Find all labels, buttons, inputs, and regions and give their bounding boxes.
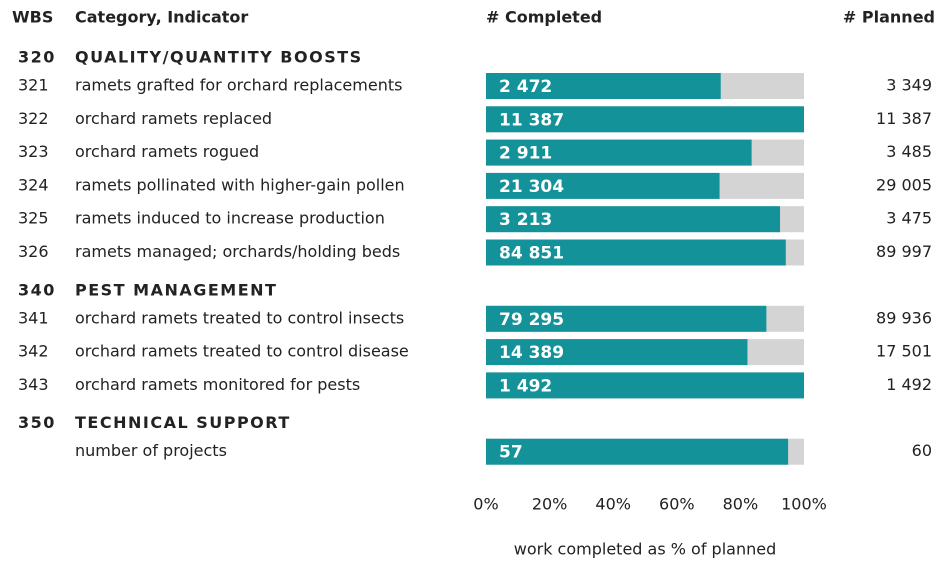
- group-wbs: 340: [18, 280, 56, 299]
- group-name: PEST MANAGEMENT: [75, 280, 277, 299]
- group-wbs: 320: [18, 48, 56, 67]
- completed-bar: [486, 372, 804, 399]
- completed-bar: [486, 73, 721, 99]
- row-wbs: 323: [18, 142, 49, 161]
- header-wbs: WBS: [12, 8, 53, 27]
- planned-label: 60: [912, 441, 932, 460]
- completed-label: 11 387: [499, 110, 564, 130]
- completed-bar: [486, 438, 789, 465]
- row-label: ramets induced to increase production: [75, 209, 385, 228]
- planned-label: 89 936: [876, 308, 932, 327]
- completed-label: 79 295: [499, 310, 564, 330]
- completed-bar: [486, 172, 720, 199]
- x-tick-label: 20%: [532, 495, 568, 514]
- completed-bar: [486, 305, 767, 332]
- row-label: ramets pollinated with higher-gain polle…: [75, 175, 405, 194]
- header-completed: # Completed: [486, 8, 602, 27]
- row-label: orchard ramets rogued: [75, 142, 259, 161]
- planned-label: 3 349: [886, 76, 932, 95]
- row-wbs: 343: [18, 375, 49, 394]
- planned-label: 3 485: [886, 142, 932, 161]
- row-label: ramets managed; orchards/holding beds: [75, 242, 400, 261]
- completed-bar: [486, 206, 781, 233]
- planned-label: 89 997: [876, 242, 932, 261]
- completed-label: 2 911: [499, 144, 552, 164]
- group-wbs: 350: [18, 413, 56, 432]
- completed-label: 21 304: [499, 177, 564, 197]
- planned-label: 1 492: [886, 375, 932, 394]
- row-wbs: 341: [18, 308, 49, 327]
- x-tick-label: 60%: [659, 495, 695, 514]
- planned-label: 11 387: [876, 109, 932, 128]
- row-label: number of projects: [75, 441, 227, 460]
- x-tick-label: 40%: [595, 495, 631, 514]
- group-name: QUALITY/QUANTITY BOOSTS: [75, 48, 363, 67]
- row-label: orchard ramets monitored for pests: [75, 375, 360, 394]
- planned-label: 3 475: [886, 209, 932, 228]
- row-wbs: 324: [18, 175, 49, 194]
- row-wbs: 342: [18, 342, 49, 361]
- row-wbs: 321: [18, 76, 49, 95]
- completed-bar: [486, 239, 786, 266]
- completed-label: 57: [499, 443, 523, 463]
- completed-label: 3 213: [499, 210, 552, 230]
- header-planned: # Planned: [843, 8, 935, 27]
- row-wbs: 325: [18, 209, 49, 228]
- completed-label: 1 492: [499, 376, 552, 396]
- row-wbs: 322: [18, 109, 49, 128]
- row-label: orchard ramets replaced: [75, 109, 272, 128]
- completed-label: 2 472: [499, 77, 552, 97]
- planned-label: 17 501: [876, 342, 932, 361]
- row-label: orchard ramets treated to control diseas…: [75, 342, 409, 361]
- row-label: ramets grafted for orchard replacements: [75, 76, 402, 95]
- row-label: orchard ramets treated to control insect…: [75, 308, 404, 327]
- planned-label: 29 005: [876, 175, 932, 194]
- row-wbs: 326: [18, 242, 49, 261]
- header-category: Category, Indicator: [75, 8, 248, 27]
- x-tick-label: 0%: [473, 495, 498, 514]
- group-name: TECHNICAL SUPPORT: [75, 413, 291, 432]
- completed-bar: [486, 139, 752, 166]
- completed-label: 84 851: [499, 244, 564, 264]
- x-tick-label: 100%: [781, 495, 827, 514]
- completed-bar: [486, 339, 748, 366]
- completed-label: 14 389: [499, 343, 564, 363]
- completed-bar: [486, 106, 804, 133]
- x-axis-label: work completed as % of planned: [514, 540, 777, 559]
- x-tick-label: 80%: [723, 495, 759, 514]
